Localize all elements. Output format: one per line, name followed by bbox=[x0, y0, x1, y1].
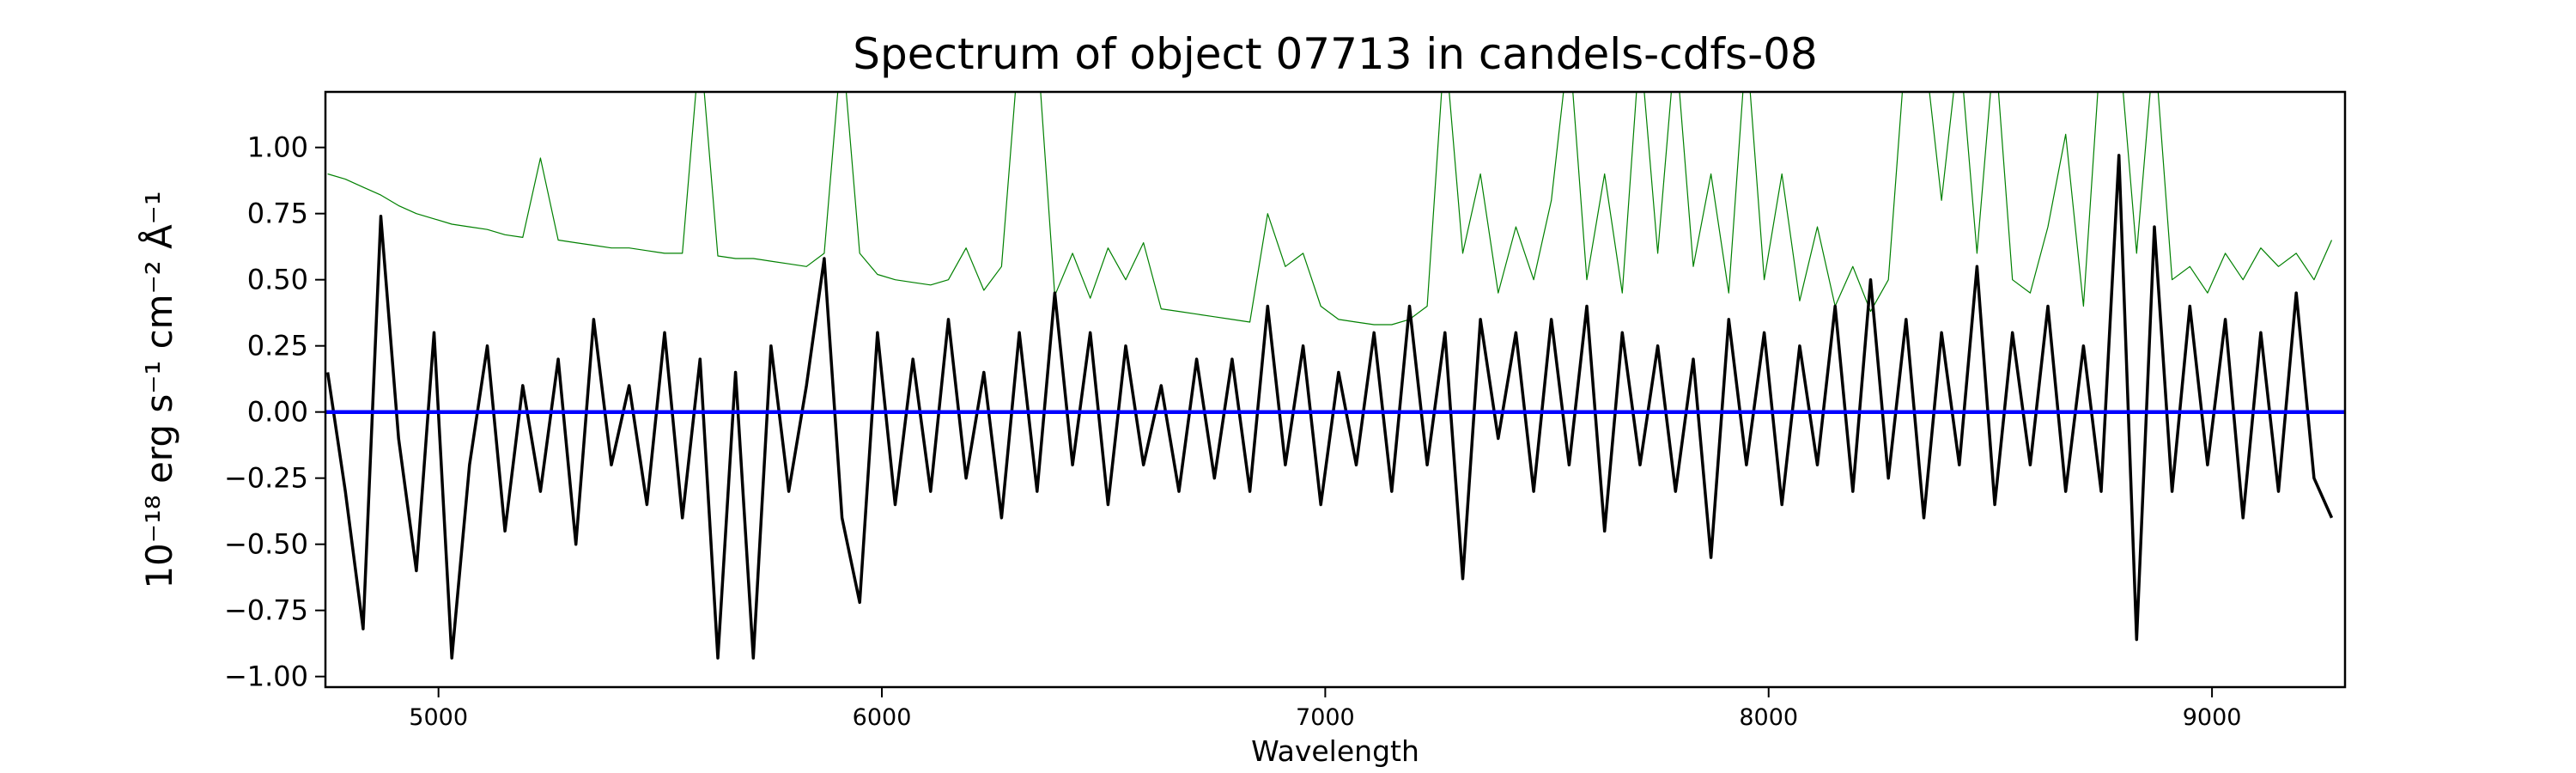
y-tick-label: −0.25 bbox=[224, 462, 308, 495]
x-axis-label: Wavelength bbox=[1251, 734, 1419, 768]
chart-title: Spectrum of object 07713 in candels-cdfs… bbox=[853, 29, 1818, 79]
spectrum-line bbox=[325, 154, 2334, 660]
y-tick-label: 1.00 bbox=[247, 131, 308, 164]
plot-lines bbox=[325, 92, 2345, 660]
y-tick-label: 0.50 bbox=[247, 264, 308, 296]
y-tick-label: 0.75 bbox=[247, 198, 308, 230]
plot-frame bbox=[324, 90, 2347, 689]
x-tick-label: 9000 bbox=[2183, 704, 2242, 731]
y-tick-label: −1.00 bbox=[224, 660, 308, 693]
y-axis-label: 10⁻¹⁸ erg s⁻¹ cm⁻² Å⁻¹ bbox=[137, 191, 180, 588]
y-tick-label: 0.25 bbox=[247, 330, 308, 362]
x-tick-label: 6000 bbox=[853, 704, 912, 731]
x-tick-label: 5000 bbox=[409, 704, 468, 731]
y-tick-label: 0.00 bbox=[247, 396, 308, 429]
x-tick-label: 7000 bbox=[1296, 704, 1355, 731]
x-tick-label: 8000 bbox=[1739, 704, 1798, 731]
spectrum-line bbox=[327, 92, 2333, 326]
y-tick-label: −0.50 bbox=[224, 528, 308, 561]
y-tick-label: −0.75 bbox=[224, 594, 308, 627]
